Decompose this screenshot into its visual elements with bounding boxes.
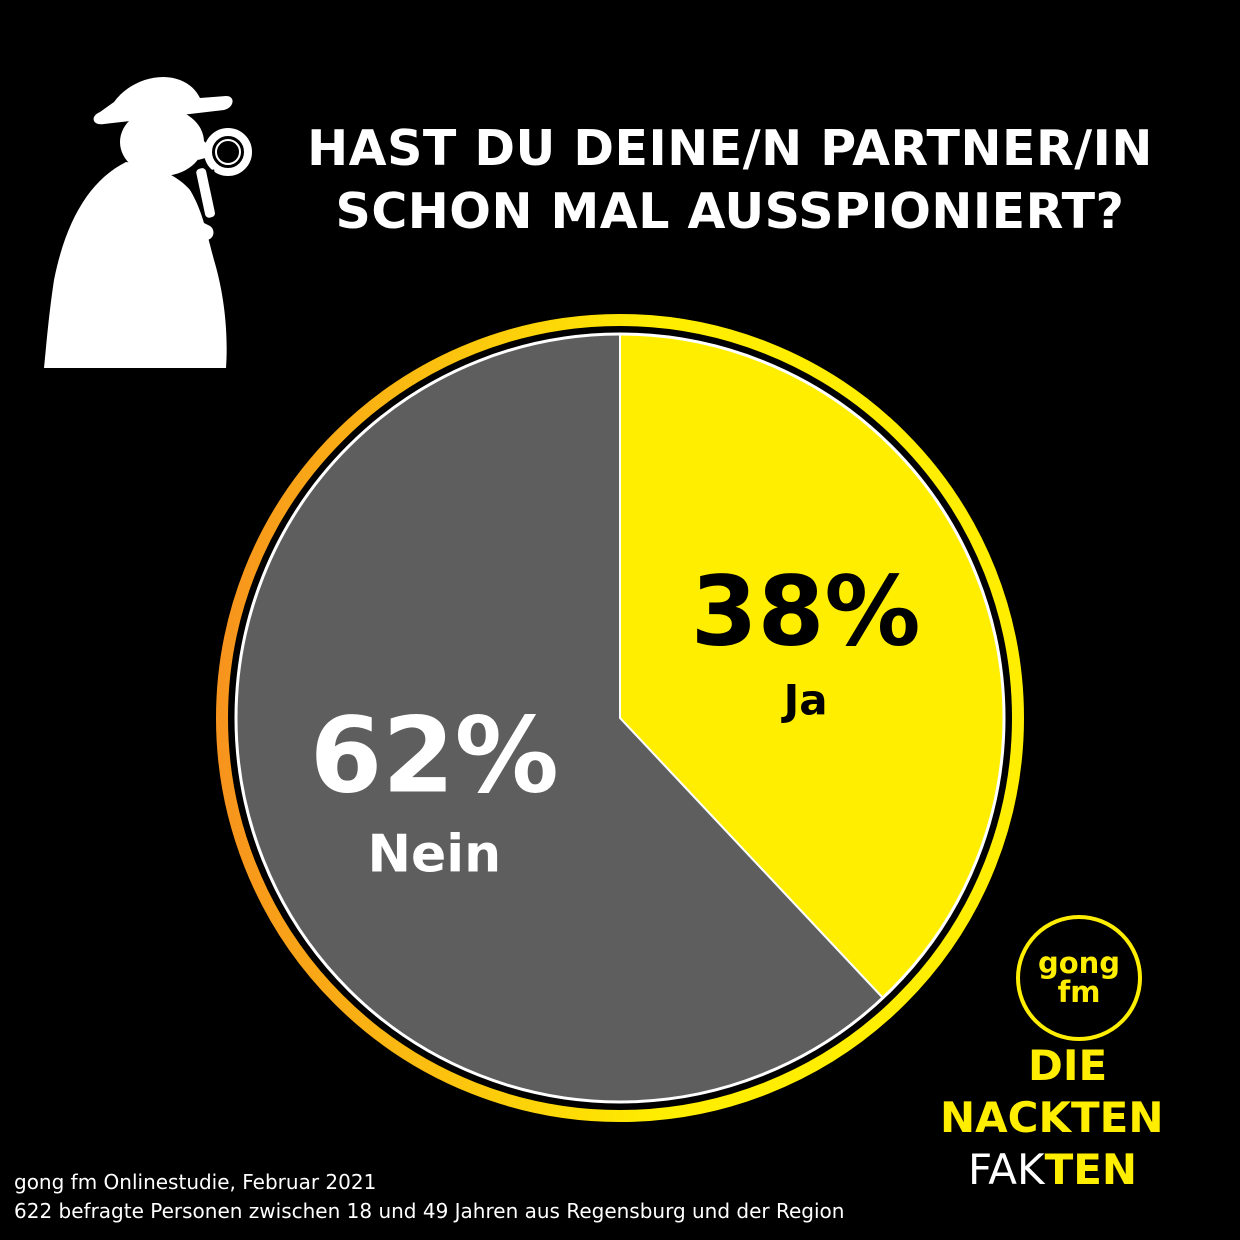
pie-inner-border — [234, 332, 1006, 1104]
die-nackten-fakten-wordmark: DIE NACKTEN FAK TEN — [940, 1040, 1240, 1196]
pie-value-label-ja: 38% — [691, 555, 921, 667]
footer-line-2: 622 befragte Personen zwischen 18 und 49… — [14, 1199, 845, 1223]
detective-with-magnifying-glass-icon — [44, 76, 252, 368]
brand-line-2: NACKTEN — [940, 1093, 1164, 1142]
footer-line-1: gong fm Onlinestudie, Februar 2021 — [14, 1170, 377, 1194]
brand-line-3b: TEN — [1044, 1145, 1138, 1194]
pie-category-label-nein: Nein — [368, 825, 502, 885]
logo-line-2: fm — [1057, 975, 1101, 1009]
brand-line-1: DIE — [1028, 1041, 1108, 1090]
brand-line-3a: FAK — [968, 1145, 1045, 1194]
title-line-1: HAST DU DEINE/N PARTNER/IN — [307, 120, 1153, 177]
chart-title: HAST DU DEINE/N PARTNER/IN SCHON MAL AUS… — [250, 118, 1210, 243]
pie-outer-ring — [216, 314, 1024, 1122]
pie-value-label-nein: 62% — [310, 695, 559, 817]
footer-source: gong fm Onlinestudie, Februar 2021 622 b… — [14, 1168, 844, 1226]
pie-category-label-ja: Ja — [781, 675, 828, 724]
title-line-2: SCHON MAL AUSSPIONIERT? — [335, 182, 1125, 240]
logo-line-1: gong — [1037, 946, 1121, 980]
gong-fm-logo: gong fm — [1016, 915, 1142, 1041]
